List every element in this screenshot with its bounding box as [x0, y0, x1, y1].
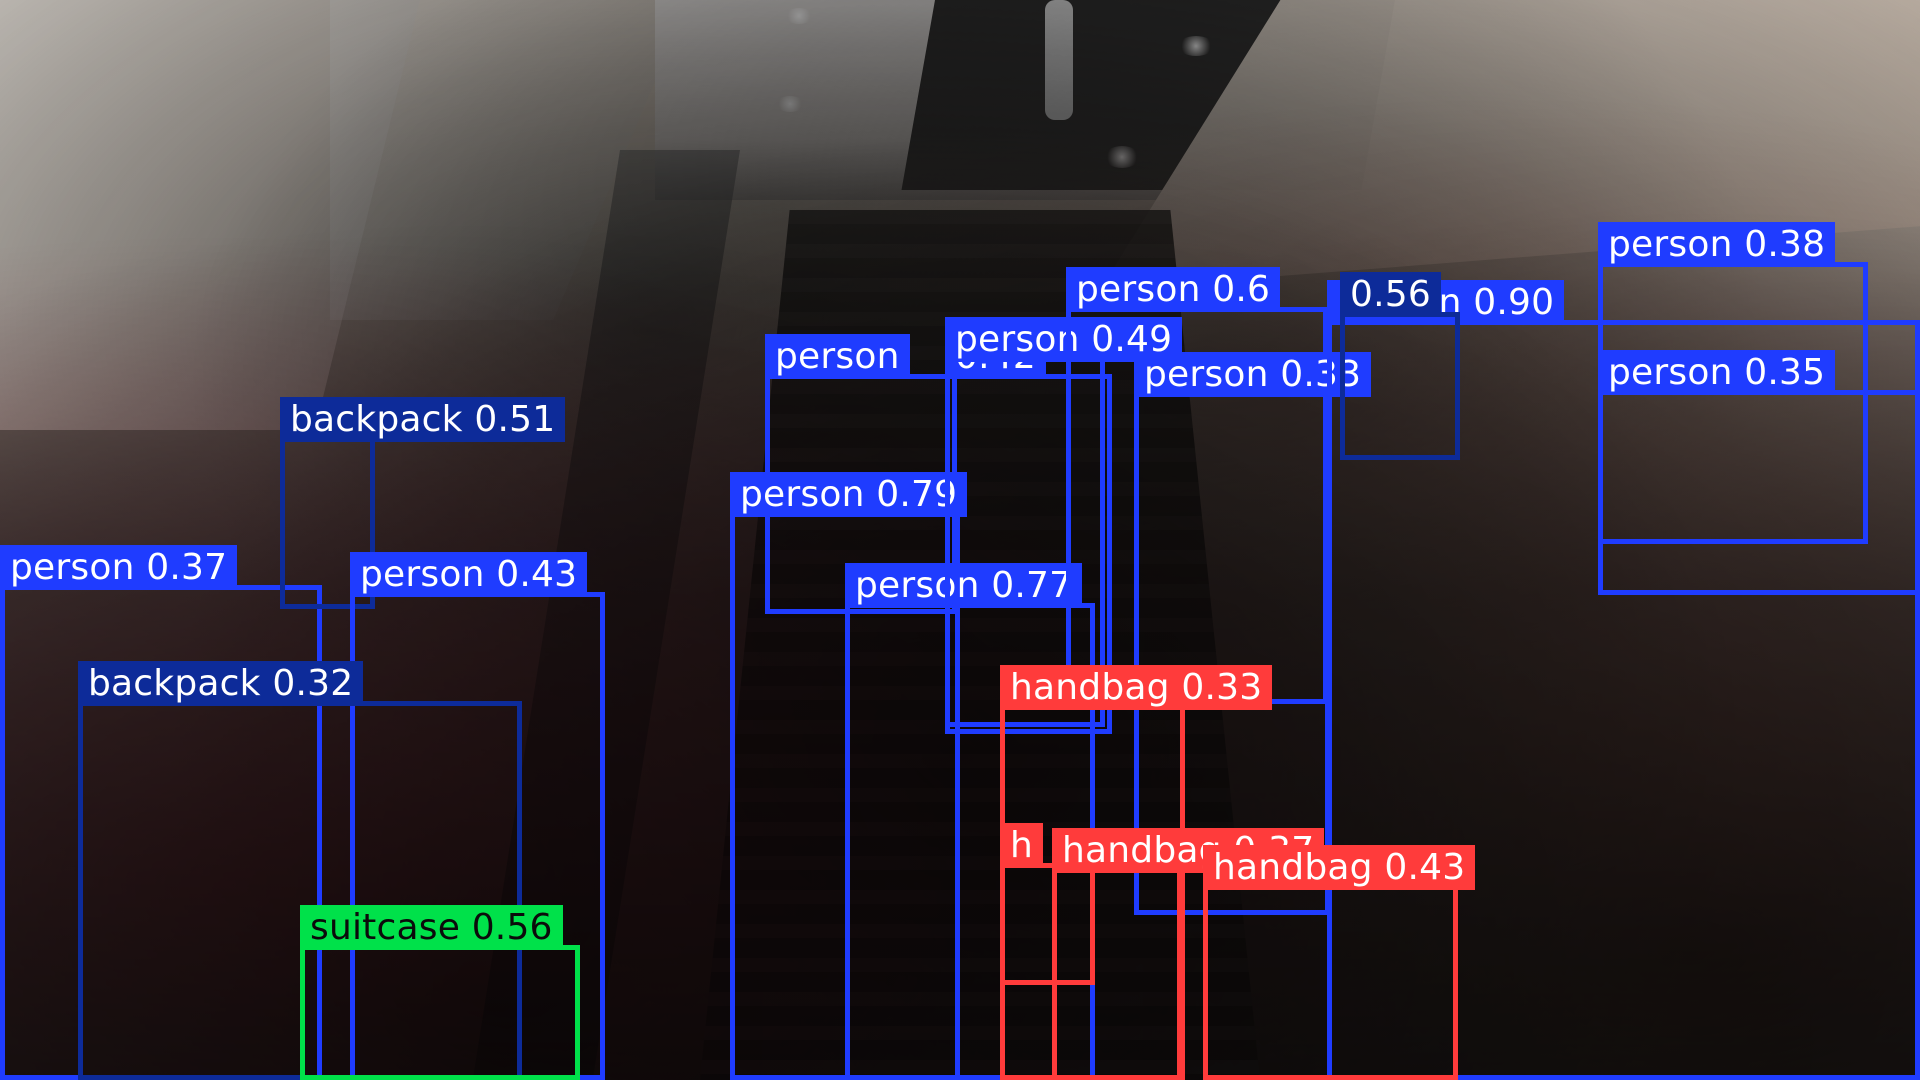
bbox-label: handbag 0.43 [1203, 845, 1476, 890]
bbox-person: person 0.79 [730, 472, 968, 1080]
bbox-label: h [1000, 823, 1044, 868]
bbox-label: person 0.77 [845, 563, 1083, 608]
bbox-backpack: backpack 0.51 [280, 397, 566, 609]
bbox-label: person 0.79 [730, 472, 968, 517]
bbox-label: person 0.37 [0, 545, 238, 590]
bbox-handbag: h [1000, 823, 1095, 985]
bbox-person: person 0.35 [1598, 350, 1920, 595]
bbox-handbag: handbag 0.43 [1203, 845, 1476, 1080]
bbox-person: person 0.37 [0, 545, 322, 1080]
bbox-label: person 0.6 [1066, 267, 1281, 312]
bbox-backpack: 0.56 [1340, 272, 1460, 460]
bbox-label: person 0.43 [350, 552, 588, 597]
bbox-suitcase: suitcase 0.56 [300, 905, 580, 1080]
bbox-person: person 0.43 [350, 552, 605, 1080]
bbox-label: person 0.38 [1598, 222, 1836, 267]
bbox-label: backpack 0.51 [280, 397, 566, 442]
bbox-label: backpack 0.32 [78, 661, 364, 706]
bbox-label: person [765, 334, 910, 379]
bbox-label: handbag 0.33 [1000, 665, 1273, 710]
bbox-label: 0.56 [1340, 272, 1441, 317]
bbox-label: person 0.35 [1598, 350, 1836, 395]
bbox-label: suitcase 0.56 [300, 905, 563, 950]
